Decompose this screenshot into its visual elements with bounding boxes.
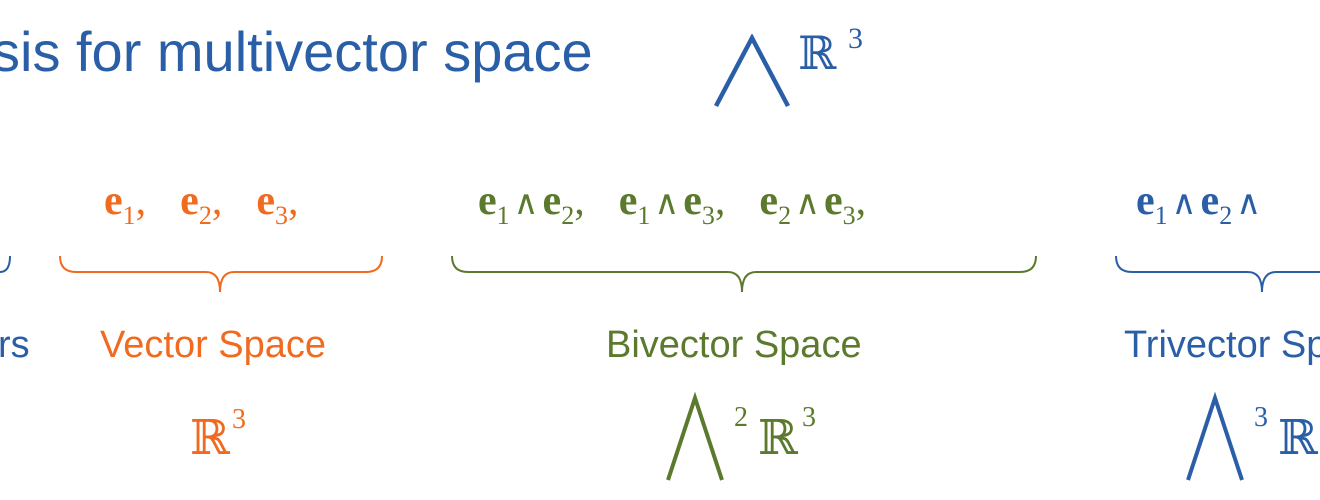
scalar-brace	[0, 255, 11, 273]
trivector-space-label: Trivector Sp	[1124, 324, 1320, 366]
bivector-wedge-power: 2	[734, 402, 748, 433]
vector-basis-e1: e1,	[104, 178, 147, 230]
slide-title: sis for multivector space	[0, 20, 593, 83]
bivector-basis-e23: e2 ∧e3,	[759, 178, 867, 230]
vector-real-symbol: ℝ	[190, 410, 230, 466]
bivector-wedge-power-icon	[666, 392, 724, 481]
vector-brace	[59, 255, 383, 293]
vector-basis-e3: e3,	[256, 178, 299, 230]
bivector-space-label: Bivector Space	[606, 324, 862, 366]
bivector-brace	[451, 255, 1037, 293]
bivector-space-symbol: 2 ℝ 3	[664, 392, 834, 484]
trivector-brace	[1115, 255, 1320, 293]
bivector-symbol-exponent: 3	[802, 402, 816, 433]
trivector-wedge-power-icon	[1186, 392, 1244, 481]
scalars-label: rs	[0, 324, 30, 366]
bivector-basis-row: e1 ∧e2, e1 ∧e3, e2 ∧e3,	[478, 178, 867, 230]
title-wedge-power-icon	[714, 34, 790, 108]
trivector-wedge-power: 3	[1254, 402, 1268, 433]
bivector-real-symbol: ℝ	[758, 410, 798, 466]
title-real-space-symbol: ℝ	[798, 26, 837, 80]
vector-space-label: Vector Space	[100, 324, 327, 366]
vector-space-symbol: ℝ 3	[186, 392, 276, 484]
title-space-exponent: 3	[848, 22, 863, 55]
bivector-basis-e13: e1 ∧e3,	[618, 178, 726, 230]
trivector-real-symbol: ℝ	[1278, 410, 1318, 466]
bivector-basis-e12: e1 ∧e2,	[478, 178, 585, 230]
vector-basis-e2: e2,	[180, 178, 223, 230]
trivector-basis-row: e1 ∧e2 ∧	[1136, 178, 1262, 230]
vector-symbol-exponent: 3	[232, 404, 246, 435]
vector-basis-row: e1, e2, e3,	[104, 178, 299, 230]
trivector-space-symbol: 3 ℝ	[1184, 392, 1320, 484]
